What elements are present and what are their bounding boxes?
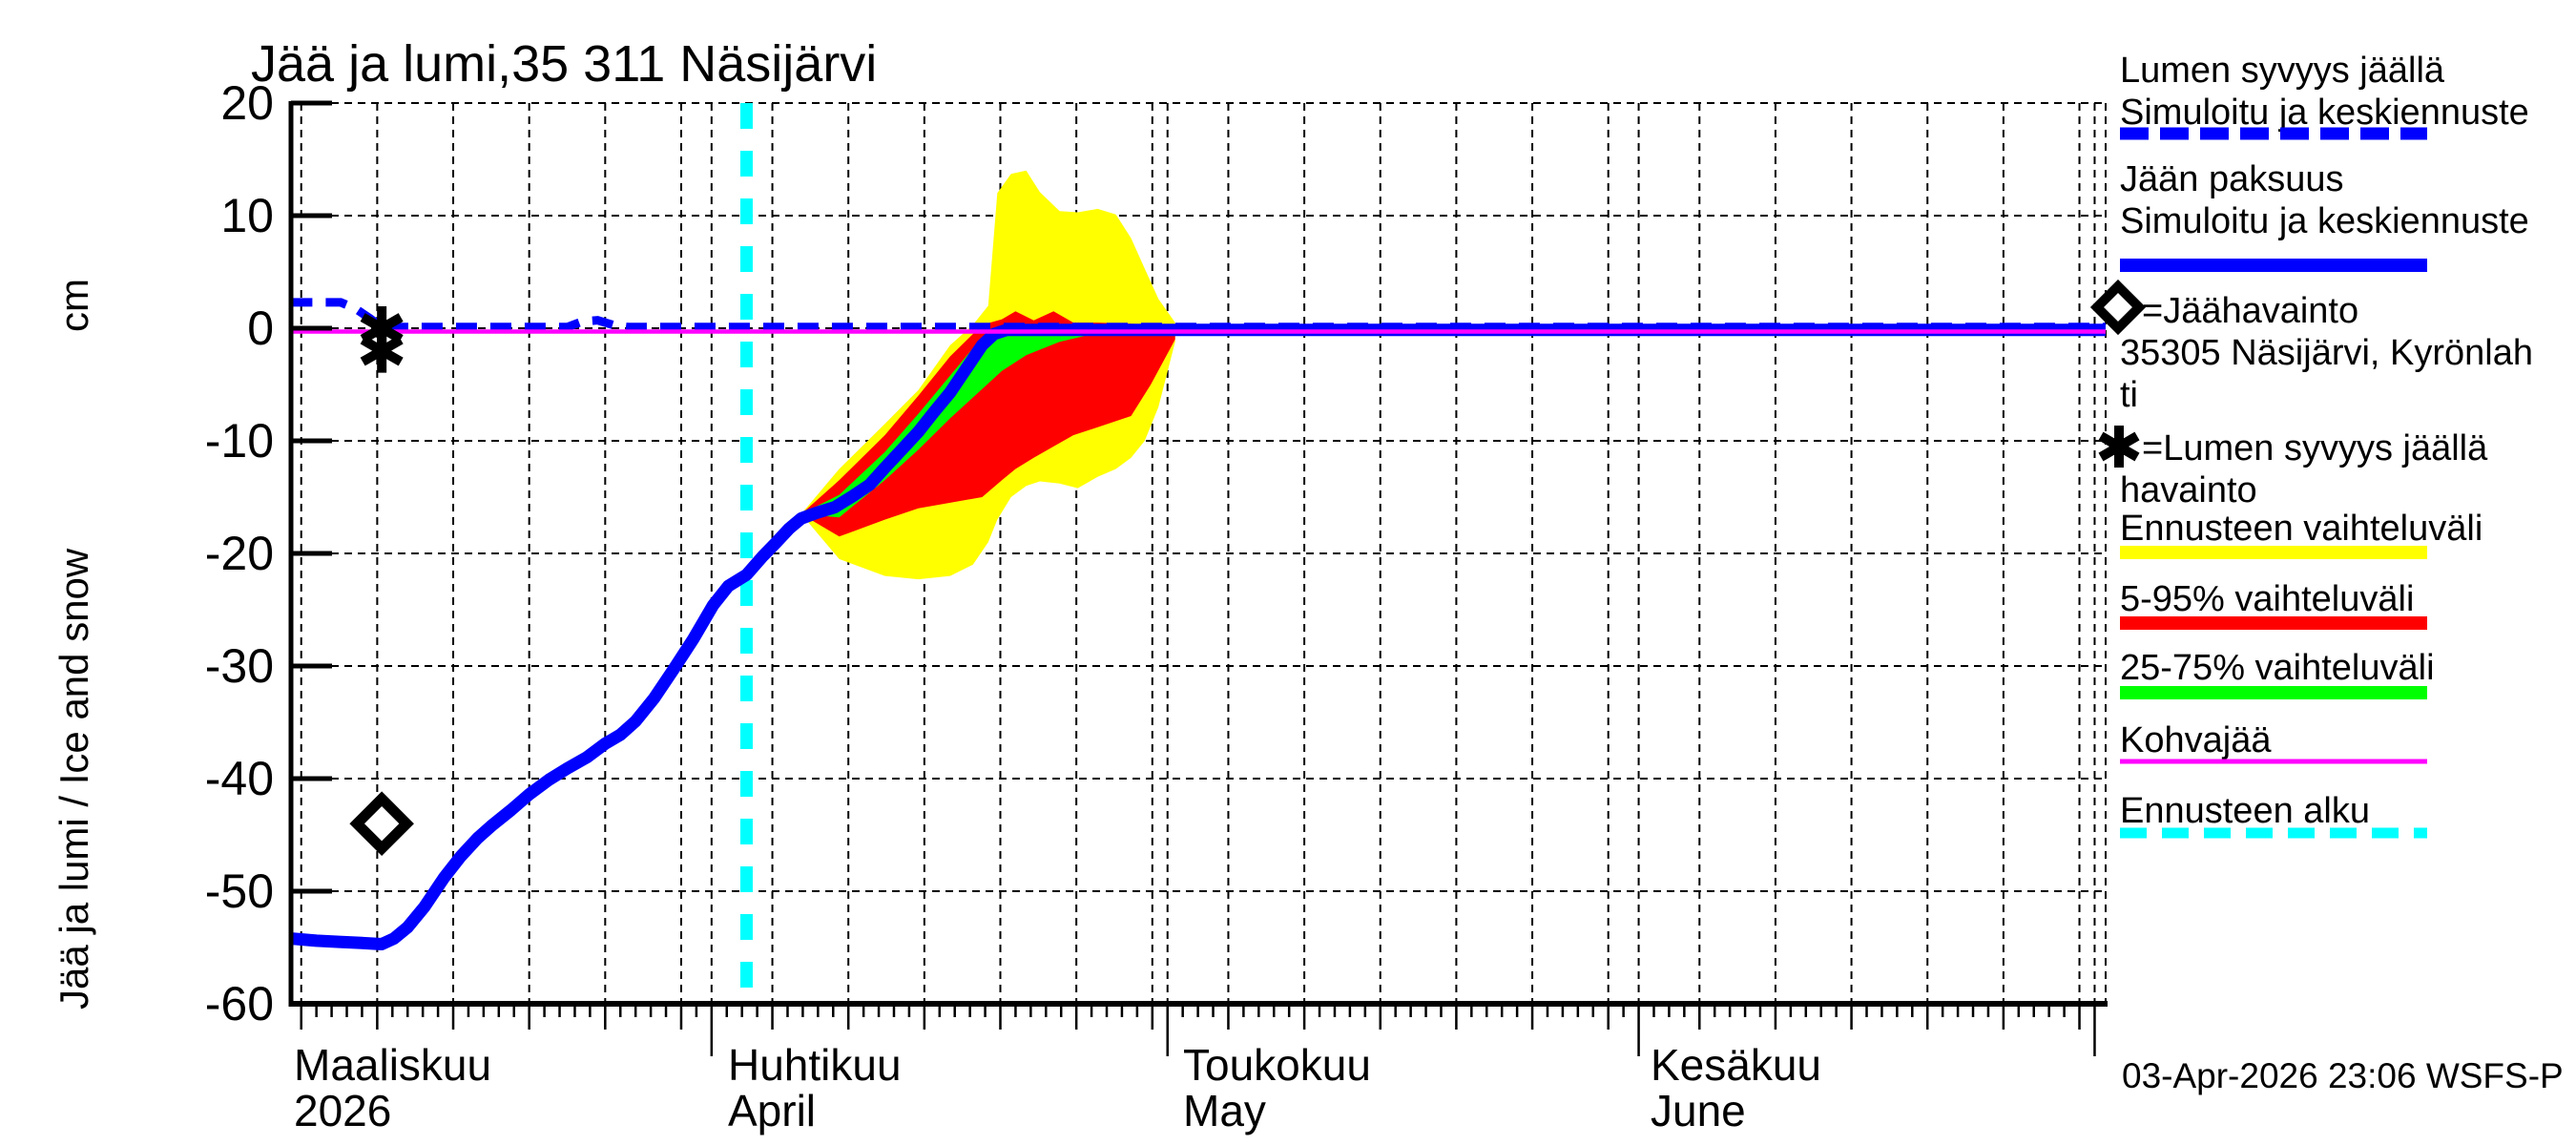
legend-item-label: 5-95% vaihteluväli (2120, 579, 2414, 619)
month-label-en: April (728, 1086, 816, 1135)
x-axis-month-labels: Maaliskuu 2026 Huhtikuu April Toukokuu M… (294, 1040, 1821, 1135)
y-tick-label: -20 (205, 527, 274, 580)
legend-swatch-forecast-range (2120, 546, 2427, 559)
y-tick-labels: 20 10 0 -10 -20 -30 -40 -50 -60 (205, 76, 274, 1030)
month-label-en: May (1183, 1086, 1266, 1135)
y-tick-label: 0 (247, 302, 274, 355)
legend-item-label: Ennusteen vaihteluväli (2120, 509, 2483, 549)
y-tick-label: -30 (205, 639, 274, 693)
month-label-fi: Maaliskuu (294, 1040, 491, 1090)
legend-item-label: 25-75% vaihteluväli (2120, 648, 2435, 688)
legend-swatch-5-95-range (2120, 616, 2427, 630)
month-label-fi: Toukokuu (1183, 1040, 1371, 1090)
legend-item-label: Jään paksuus (2120, 159, 2344, 199)
legend-item-label: Simuloitu ja keskiennuste (2120, 93, 2529, 133)
asterisk-arm (360, 335, 404, 366)
chart-title: Jää ja lumi,35 311 Näsijärvi (251, 35, 877, 93)
y-tick-label: -40 (205, 752, 274, 805)
asterisk-arm (360, 313, 404, 344)
month-label-fi: Kesäkuu (1651, 1040, 1821, 1090)
y-tick-label: 10 (220, 189, 274, 242)
month-label-fi: Huhtikuu (728, 1040, 902, 1090)
legend: Lumen syvyys jäällä Simuloitu ja keskien… (2089, 51, 2533, 839)
legend-item-label: =Lumen syvyys jäällä (2142, 428, 2488, 468)
legend-item-label: Simuloitu ja keskiennuste (2120, 201, 2529, 241)
y-axis-label: Jää ja lumi / Ice and snow (52, 548, 96, 1010)
legend-item-label: Lumen syvyys jäällä (2120, 51, 2445, 91)
asterisk-icon (2098, 426, 2140, 468)
y-tick-label: -60 (205, 977, 274, 1030)
legend-item-label: havainto (2120, 470, 2257, 510)
legend-item-label: Kohvajää (2120, 720, 2272, 760)
month-label-en: June (1651, 1086, 1746, 1135)
legend-swatch-25-75-range (2120, 686, 2427, 699)
y-tick-label: 20 (220, 76, 274, 130)
y-axis-unit-label: cm (52, 279, 96, 332)
timestamp: 03-Apr-2026 23:06 WSFS-P (2122, 1056, 2564, 1095)
month-label-en: 2026 (294, 1086, 391, 1135)
plot-area (288, 100, 2108, 1056)
legend-item-label: =Jäähavainto (2142, 291, 2358, 331)
legend-item-label: Ennusteen alku (2120, 791, 2370, 831)
snow-observation-asterisk-icon (360, 328, 404, 373)
legend-item-label: 35305 Näsijärvi, Kyrönlah (2120, 333, 2533, 373)
ice-thickness-line (290, 323, 2106, 950)
snow-depth-line (291, 298, 2106, 332)
diamond-icon (2089, 279, 2147, 336)
y-tick-label: -10 (205, 414, 274, 468)
legend-item-label: ti (2120, 375, 2138, 415)
y-tick-label: -50 (205, 864, 274, 918)
ice-observation-diamond-icon (349, 791, 414, 856)
band-range_5_95 (800, 311, 1175, 537)
